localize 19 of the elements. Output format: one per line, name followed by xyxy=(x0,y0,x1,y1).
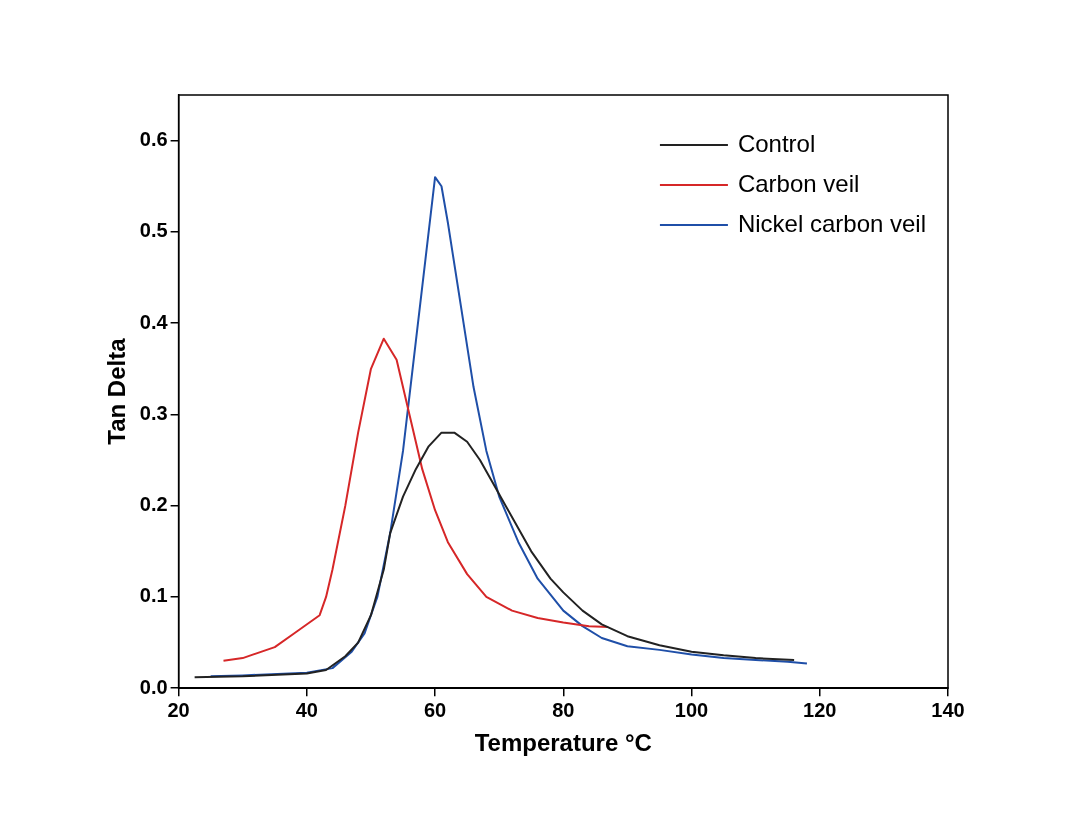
y-tick-label: 0.4 xyxy=(139,310,169,333)
y-axis-title: Tan Delta xyxy=(103,337,131,445)
x-tick-label: 80 xyxy=(552,698,575,721)
x-tick-label: 140 xyxy=(931,698,965,721)
y-tick-label: 0.1 xyxy=(139,584,168,607)
x-tick-label: 120 xyxy=(803,698,837,721)
y-tick-label: 0.3 xyxy=(139,401,168,424)
x-tick-label: 100 xyxy=(674,698,709,721)
legend-label: Carbon veil xyxy=(737,169,860,197)
legend-label: Control xyxy=(737,129,816,157)
y-tick-label: 0.5 xyxy=(139,219,168,242)
x-axis-title: Temperature °C xyxy=(474,729,652,757)
legend-label: Nickel carbon veil xyxy=(737,209,926,237)
y-tick-label: 0.2 xyxy=(139,493,168,516)
y-tick-label: 0.6 xyxy=(139,128,168,151)
x-tick-label: 20 xyxy=(167,698,190,721)
x-tick-label: 40 xyxy=(295,698,318,721)
y-tick-label: 0.0 xyxy=(139,675,168,698)
x-tick-label: 60 xyxy=(423,698,447,721)
